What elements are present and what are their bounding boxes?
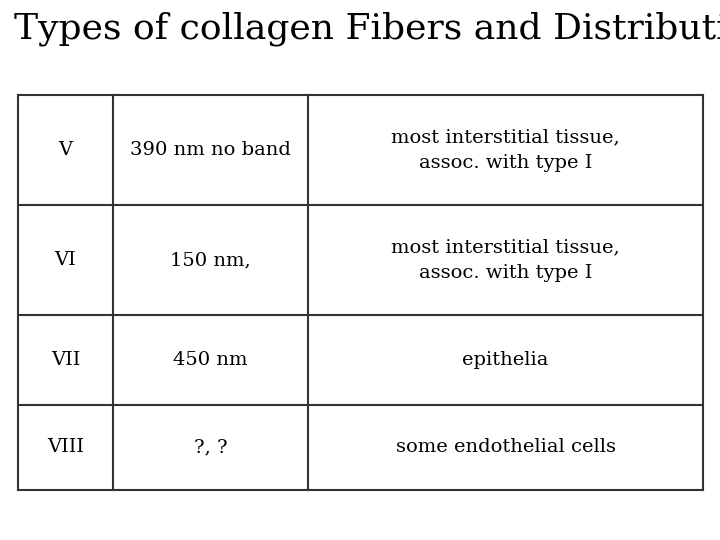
- Text: 390 nm no band: 390 nm no band: [130, 141, 291, 159]
- Text: 150 nm,: 150 nm,: [170, 251, 251, 269]
- Text: VIII: VIII: [47, 438, 84, 456]
- Text: some endothelial cells: some endothelial cells: [395, 438, 616, 456]
- Text: VI: VI: [55, 251, 76, 269]
- Text: VII: VII: [51, 351, 80, 369]
- Text: most interstitial tissue,
assoc. with type I: most interstitial tissue, assoc. with ty…: [391, 239, 620, 281]
- Text: epithelia: epithelia: [462, 351, 549, 369]
- Text: ?, ?: ?, ?: [194, 438, 228, 456]
- Text: V: V: [58, 141, 73, 159]
- Text: 450 nm: 450 nm: [174, 351, 248, 369]
- Text: most interstitial tissue,
assoc. with type I: most interstitial tissue, assoc. with ty…: [391, 129, 620, 172]
- Text: Types of collagen Fibers and Distribution: Types of collagen Fibers and Distributio…: [14, 12, 720, 46]
